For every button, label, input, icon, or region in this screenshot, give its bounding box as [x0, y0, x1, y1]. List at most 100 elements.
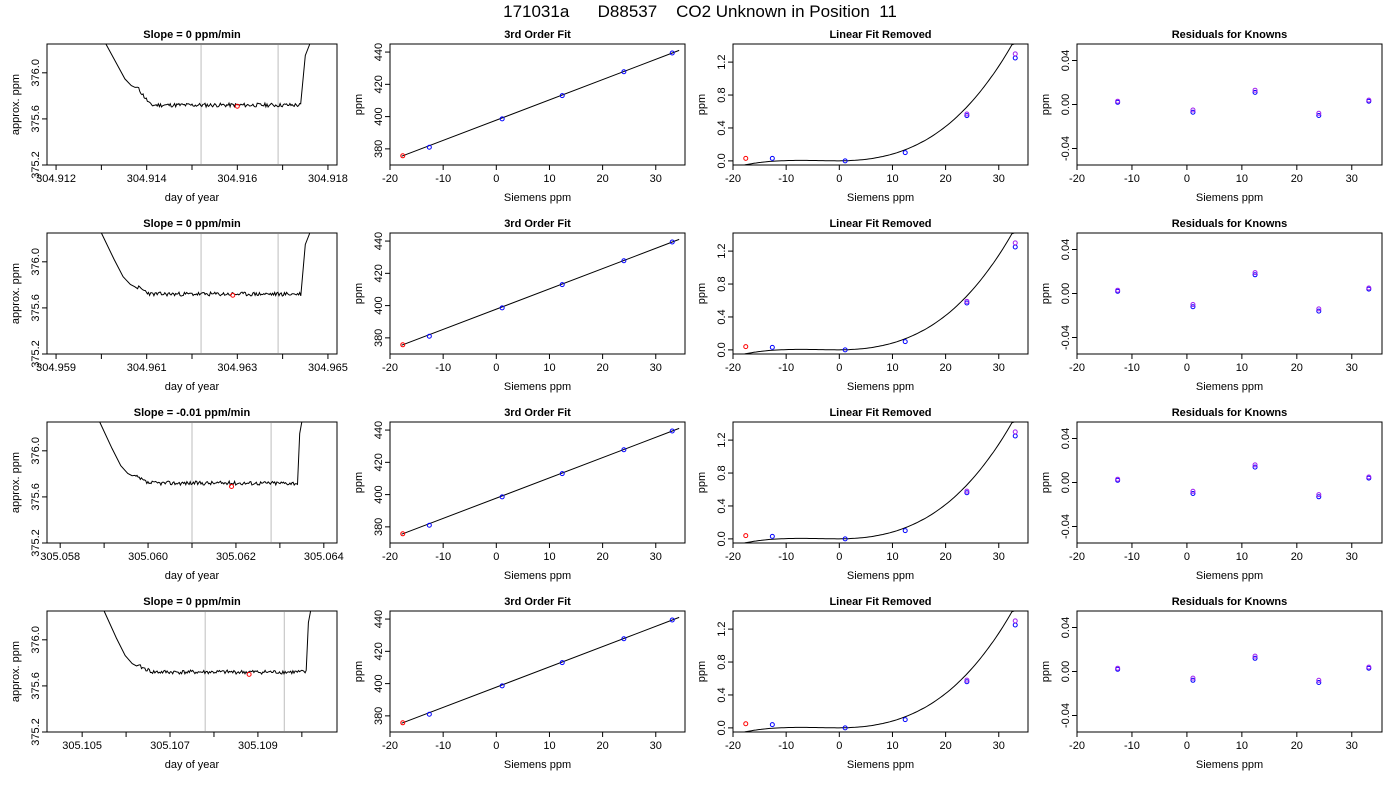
y-tick-label: 0.8 — [716, 465, 728, 480]
data-point — [1012, 244, 1018, 250]
y-tick-label: 375.6 — [30, 294, 42, 322]
data-point — [1012, 429, 1018, 435]
data-point — [499, 494, 505, 500]
data-point — [559, 282, 565, 288]
data-point — [1012, 240, 1018, 246]
y-tick-label: 0.0 — [716, 153, 728, 168]
fit-line — [401, 427, 680, 535]
x-tick-label: -10 — [778, 362, 794, 374]
data-point — [426, 522, 432, 528]
x-tick-label: 0 — [1184, 173, 1190, 185]
y-tick-label: 0.4 — [716, 687, 728, 702]
x-tick-label: -20 — [1069, 362, 1085, 374]
y-tick-label: -0.04 — [1060, 325, 1072, 350]
data-point — [1252, 462, 1258, 468]
plot-frame — [389, 43, 686, 166]
data-point — [1012, 51, 1018, 57]
x-tick-label: 20 — [596, 173, 608, 185]
chart-title: Residuals for Knowns — [1172, 596, 1288, 608]
x-tick-label: 0 — [836, 551, 842, 563]
data-point — [1316, 308, 1322, 314]
plot-frame — [389, 610, 686, 733]
x-tick-label: 10 — [1236, 740, 1248, 752]
data-point — [1252, 89, 1258, 95]
x-tick-label: 10 — [886, 740, 898, 752]
y-tick-label: 375.2 — [30, 340, 42, 368]
x-tick-label: 30 — [650, 173, 662, 185]
residual-curve — [744, 232, 1022, 355]
x-tick-label: -20 — [1069, 740, 1085, 752]
y-tick-label: 0.00 — [1060, 94, 1072, 115]
trace-marker — [234, 103, 240, 109]
y-tick-label: 400 — [373, 296, 385, 314]
data-point — [964, 298, 970, 304]
data-point — [1115, 287, 1121, 293]
x-tick-label: -10 — [435, 740, 451, 752]
x-tick-label: 20 — [1291, 740, 1303, 752]
chart-title: 3rd Order Fit — [504, 29, 571, 41]
data-point — [1190, 675, 1196, 681]
x-axis-label: Siemens ppm — [1196, 381, 1263, 393]
chart-title: Residuals for Knowns — [1172, 218, 1288, 230]
y-axis-label: ppm — [1040, 94, 1052, 115]
data-point — [1252, 464, 1258, 470]
data-point — [1190, 677, 1196, 683]
data-point — [743, 533, 749, 539]
y-tick-label: -0.04 — [1060, 514, 1072, 539]
x-axis-label: Siemens ppm — [504, 381, 571, 393]
chart-title: 3rd Order Fit — [504, 407, 571, 419]
y-tick-label: 375.2 — [30, 718, 42, 746]
y-axis-label: ppm — [696, 661, 708, 682]
data-point — [1190, 488, 1196, 494]
x-axis-label: Siemens ppm — [1196, 570, 1263, 582]
x-tick-label: -10 — [778, 173, 794, 185]
data-point — [1316, 306, 1322, 312]
y-axis-label: ppm — [1040, 283, 1052, 304]
residual-curve — [744, 610, 1022, 733]
x-tick-label: 304.965 — [308, 362, 348, 374]
y-tick-label: 0.04 — [1060, 617, 1072, 638]
y-tick-label: 0.8 — [716, 276, 728, 291]
x-tick-label: 10 — [543, 362, 555, 374]
chart-title: Linear Fit Removed — [829, 407, 931, 419]
x-tick-label: -10 — [778, 551, 794, 563]
x-axis-label: Siemens ppm — [847, 759, 914, 771]
x-tick-label: 30 — [1346, 551, 1358, 563]
data-point — [426, 711, 432, 717]
data-point — [621, 69, 627, 75]
data-point — [559, 93, 565, 99]
x-tick-label: 305.105 — [62, 740, 102, 752]
chart-title: Linear Fit Removed — [829, 596, 931, 608]
y-tick-label: 0.0 — [716, 531, 728, 546]
page-title: 171031a D88537 CO2 Unknown in Position 1… — [503, 2, 897, 21]
y-tick-label: 0.00 — [1060, 472, 1072, 493]
x-tick-label: 20 — [1291, 551, 1303, 563]
y-axis-label: ppm — [353, 661, 365, 682]
x-tick-label: 0 — [493, 740, 499, 752]
data-point — [400, 720, 406, 726]
data-point — [1115, 98, 1121, 104]
x-tick-label: 304.963 — [217, 362, 257, 374]
data-point — [426, 333, 432, 339]
x-tick-label: -10 — [1124, 362, 1140, 374]
y-tick-label: 1.2 — [716, 54, 728, 69]
trace-line — [100, 232, 311, 298]
data-point — [902, 717, 908, 723]
x-tick-label: 20 — [939, 740, 951, 752]
y-tick-label: 440 — [373, 421, 385, 439]
y-tick-label: 0.0 — [716, 720, 728, 735]
data-point — [1316, 113, 1322, 118]
data-point — [1115, 476, 1121, 482]
y-tick-label: -0.04 — [1060, 703, 1072, 728]
fit-line — [401, 49, 680, 157]
trace-line — [105, 43, 311, 109]
plot-frame — [732, 421, 1029, 544]
plot-frame — [1076, 610, 1383, 733]
x-tick-label: 20 — [596, 551, 608, 563]
x-tick-label: 305.107 — [150, 740, 190, 752]
x-tick-label: -20 — [725, 551, 741, 563]
fit-line — [401, 616, 680, 724]
x-tick-label: 20 — [939, 551, 951, 563]
data-point — [559, 471, 565, 477]
